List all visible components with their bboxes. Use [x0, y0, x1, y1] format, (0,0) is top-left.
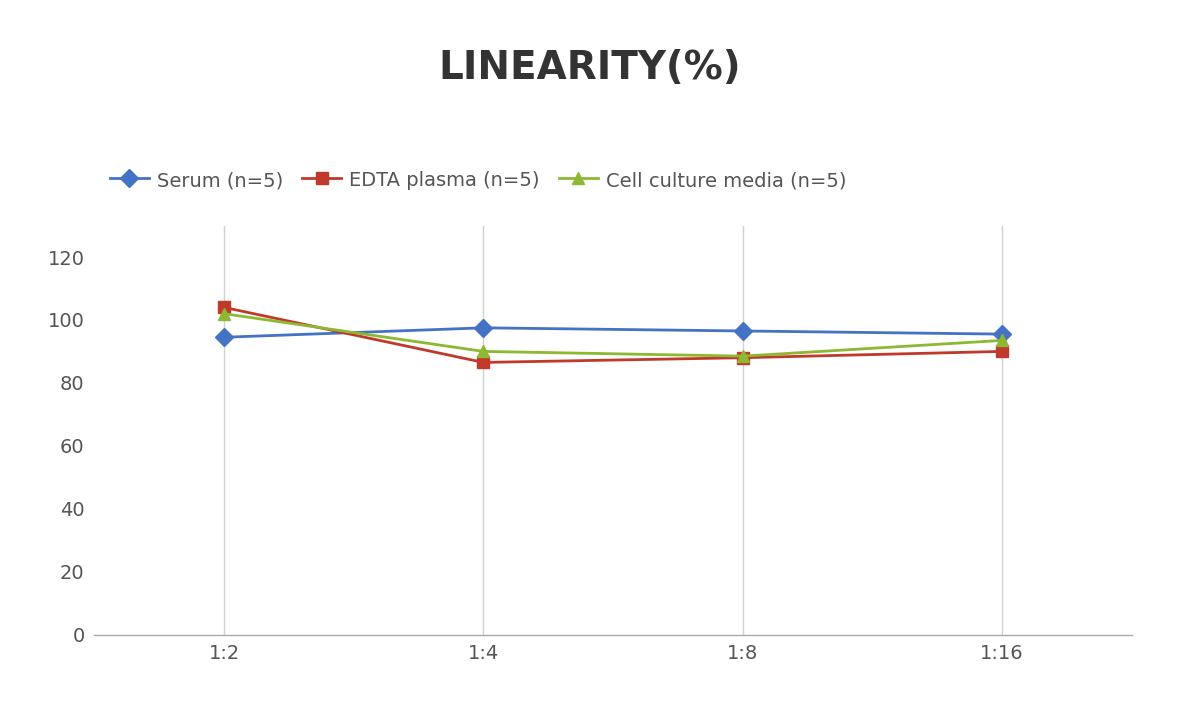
Line: Serum (n=5): Serum (n=5): [218, 321, 1008, 343]
Cell culture media (n=5): [736, 352, 750, 360]
Cell culture media (n=5): [217, 309, 231, 318]
Line: Cell culture media (n=5): Cell culture media (n=5): [218, 307, 1008, 362]
EDTA plasma (n=5): [476, 358, 490, 367]
Cell culture media (n=5): [995, 336, 1009, 345]
EDTA plasma (n=5): [736, 353, 750, 362]
Line: EDTA plasma (n=5): EDTA plasma (n=5): [218, 301, 1008, 369]
Serum (n=5): [736, 326, 750, 335]
Serum (n=5): [995, 330, 1009, 338]
Cell culture media (n=5): [476, 347, 490, 355]
Serum (n=5): [476, 324, 490, 332]
EDTA plasma (n=5): [217, 303, 231, 312]
Text: LINEARITY(%): LINEARITY(%): [439, 49, 740, 87]
Serum (n=5): [217, 333, 231, 341]
Legend: Serum (n=5), EDTA plasma (n=5), Cell culture media (n=5): Serum (n=5), EDTA plasma (n=5), Cell cul…: [104, 165, 852, 196]
EDTA plasma (n=5): [995, 347, 1009, 355]
